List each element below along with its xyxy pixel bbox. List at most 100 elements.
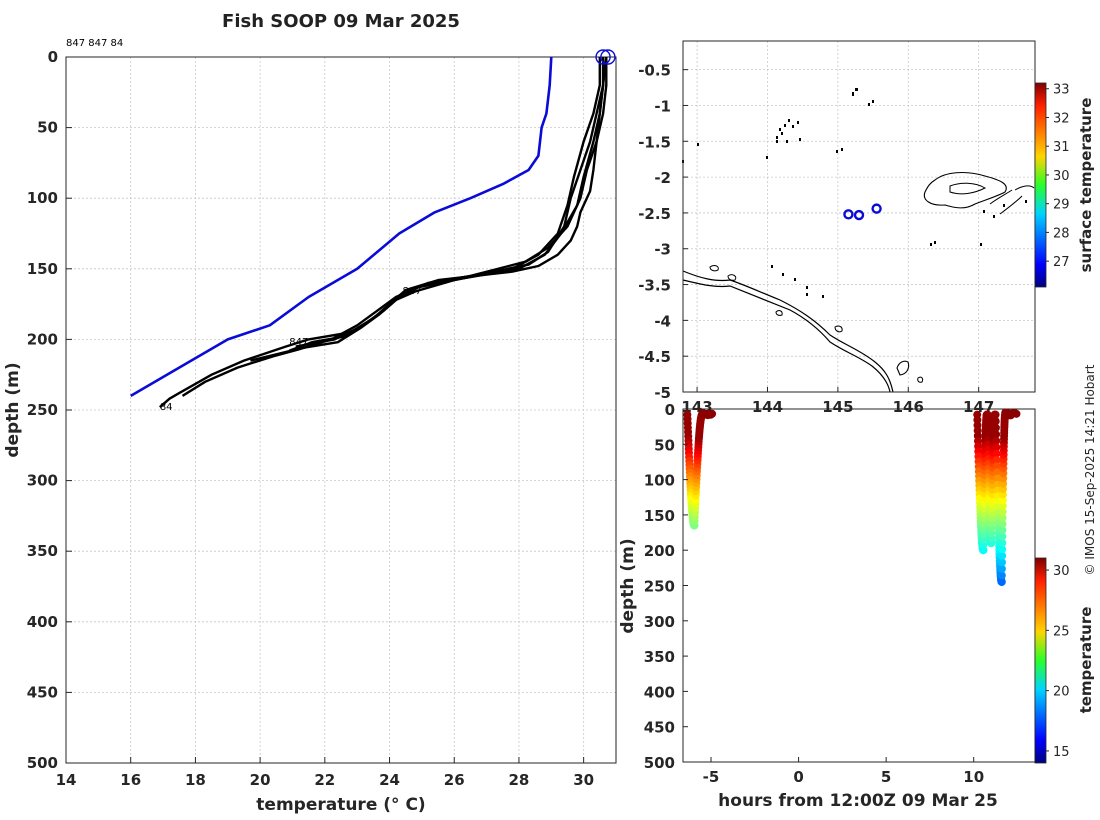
island-small-d <box>776 311 782 316</box>
map-y-tick-label: -0.5 <box>638 62 671 80</box>
map-colorbar-tick-label: 29 <box>1053 198 1070 213</box>
time-depth-x-tick-label: -5 <box>703 768 720 786</box>
time-depth-y-tick-label: 150 <box>644 507 675 525</box>
map-y-tick-label: -3.5 <box>638 277 671 295</box>
time-depth-colorbar-label: temperature <box>1077 607 1095 714</box>
map-station-marker <box>855 211 863 219</box>
profile-y-tick-label: 250 <box>27 401 58 419</box>
profile-title: Fish SOOP 09 Mar 2025 <box>222 11 460 32</box>
coastline-outer <box>683 271 893 392</box>
profile-series-cast-5 <box>296 57 607 347</box>
profile-y-ticks: 0 50 100 150 200 250 300 350 400 450 500 <box>27 48 72 772</box>
time-depth-colorbar <box>1035 558 1046 763</box>
profile-x-tick-label: 14 <box>56 771 77 789</box>
profile-series-cast-4 <box>289 57 603 351</box>
map-colorbar-ticks: 27 28 29 30 31 32 33 <box>1046 83 1070 270</box>
profile-chart: Fish SOOP 09 Mar 2025 847 847 84 8478478… <box>3 11 616 815</box>
map-x-tick-label: 144 <box>752 398 783 416</box>
map-island-dots <box>682 88 1027 298</box>
profile-x-tick-label: 30 <box>573 771 594 789</box>
map-stations <box>844 205 880 219</box>
profile-x-tick-label: 22 <box>314 771 335 789</box>
time-depth-colorbar-tick-label: 30 <box>1053 564 1070 579</box>
map-y-tick-label: -3 <box>654 241 671 259</box>
profile-lines: 847 847 84 <box>131 50 615 413</box>
profile-y-tick-label: 400 <box>27 613 58 631</box>
time-depth-x-tick-label: 0 <box>793 768 803 786</box>
island-small-a <box>835 326 842 332</box>
time-depth-x-tick-label: 5 <box>881 768 891 786</box>
map-station-marker <box>873 205 881 213</box>
profile-x-label: temperature (° C) <box>256 795 425 815</box>
map-station-marker <box>844 210 852 218</box>
profile-y-tick-label: 0 <box>48 48 58 66</box>
map-colorbar-tick-label: 27 <box>1053 255 1070 270</box>
map-y-tick-label: -4 <box>654 312 671 330</box>
map-colorbar-tick-label: 31 <box>1053 140 1070 155</box>
surface-sample <box>708 410 716 418</box>
map-x-tick-label: 146 <box>893 398 924 416</box>
time-depth-y-tick-label: 50 <box>654 436 675 454</box>
profile-x-tick-label: 28 <box>509 771 530 789</box>
map-y-tick-label: -1 <box>654 97 671 115</box>
time-depth-y-tick-label: 500 <box>644 754 675 772</box>
time-depth-y-tick-label: 350 <box>644 648 675 666</box>
time-depth-x-label: hours from 12:00Z 09 Mar 25 <box>718 791 998 811</box>
map-y-tick-label: -1.5 <box>638 133 671 151</box>
island-south <box>897 361 909 375</box>
profile-x-tick-label: 20 <box>250 771 271 789</box>
map-colorbar-tick-label: 28 <box>1053 226 1070 241</box>
profile-top-annotation: 847 847 84 <box>66 38 123 49</box>
island-east-fragments <box>990 186 1034 214</box>
profile-y-tick-label: 100 <box>27 189 58 207</box>
copyright-note: © IMOS 15-Sep-2025 14:21 Hobart <box>1083 364 1097 575</box>
map-x-tick-label: 145 <box>822 398 853 416</box>
profile-y-tick-label: 350 <box>27 542 58 560</box>
profile-y-tick-label: 150 <box>27 260 58 278</box>
coastline-inner <box>683 280 890 392</box>
profile-y-tick-label: 200 <box>27 330 58 348</box>
profile-y-tick-label: 50 <box>37 119 58 137</box>
time-depth-y-ticks: 0 50 100 150 200 250 300 350 400 450 500 <box>644 401 688 772</box>
island-inner-contour <box>950 183 985 194</box>
island-small-b <box>918 377 923 382</box>
map-colorbar <box>1035 83 1046 287</box>
profile-cast-annotation: 847 <box>402 286 421 297</box>
time-depth-colorbar-tick-label: 20 <box>1053 685 1070 700</box>
map-colorbar-tick-label: 33 <box>1053 83 1070 98</box>
map-coastlines <box>682 88 1034 392</box>
profile-x-tick-label: 16 <box>120 771 141 789</box>
map-y-tick-label: -4.5 <box>638 348 671 366</box>
map-colorbar-tick-label: 32 <box>1053 111 1070 126</box>
profile-y-tick-label: 450 <box>27 683 58 701</box>
map-x-ticks: 143 144 145 146 147 <box>681 387 994 416</box>
island-small-c <box>710 266 736 281</box>
profile-x-ticks: 14 16 18 20 22 24 26 28 30 <box>56 757 595 789</box>
surface-sample <box>1012 410 1020 418</box>
map-colorbar-label: surface temperature <box>1077 98 1095 273</box>
map-grid <box>683 41 1035 392</box>
profile-cast-annotation: 847 <box>289 337 308 348</box>
profile-y-tick-label: 300 <box>27 472 58 490</box>
time-depth-y-tick-label: 250 <box>644 578 675 596</box>
map-colorbar-tick-label: 30 <box>1053 169 1070 184</box>
island-new-ireland <box>924 173 1006 208</box>
profile-x-tick-label: 26 <box>444 771 465 789</box>
profile-y-tick-label: 500 <box>27 754 58 772</box>
time-depth-colorbar-tick-label: 25 <box>1053 624 1070 639</box>
map-y-ticks: -0.5 -1 -1.5 -2 -2.5 -3 -3.5 -4 -4.5 -5 <box>638 62 688 402</box>
time-depth-y-label: depth (m) <box>618 538 638 633</box>
time-depth-x-ticks: -5 0 5 10 <box>703 757 984 786</box>
time-depth-y-tick-label: 300 <box>644 613 675 631</box>
profile-cast-annotation: 84 <box>160 402 173 413</box>
map-chart: 143 144 145 146 147 -0.5-1-1.5-2-2.5-3-3.5-4… <box>638 41 1095 416</box>
profile-series-cast-1 <box>160 57 603 407</box>
time-depth-x-tick-label: 10 <box>963 768 984 786</box>
profile-series-cast-2 <box>183 57 607 396</box>
profile-series-climatology <box>131 57 552 396</box>
time-depth-y-tick-label: 0 <box>665 401 675 419</box>
time-depth-colorbar-ticks: 15 20 25 30 <box>1046 564 1070 760</box>
time-depth-y-tick-label: 450 <box>644 719 675 737</box>
map-y-tick-label: -2.5 <box>638 205 671 223</box>
profile-x-tick-label: 18 <box>185 771 206 789</box>
